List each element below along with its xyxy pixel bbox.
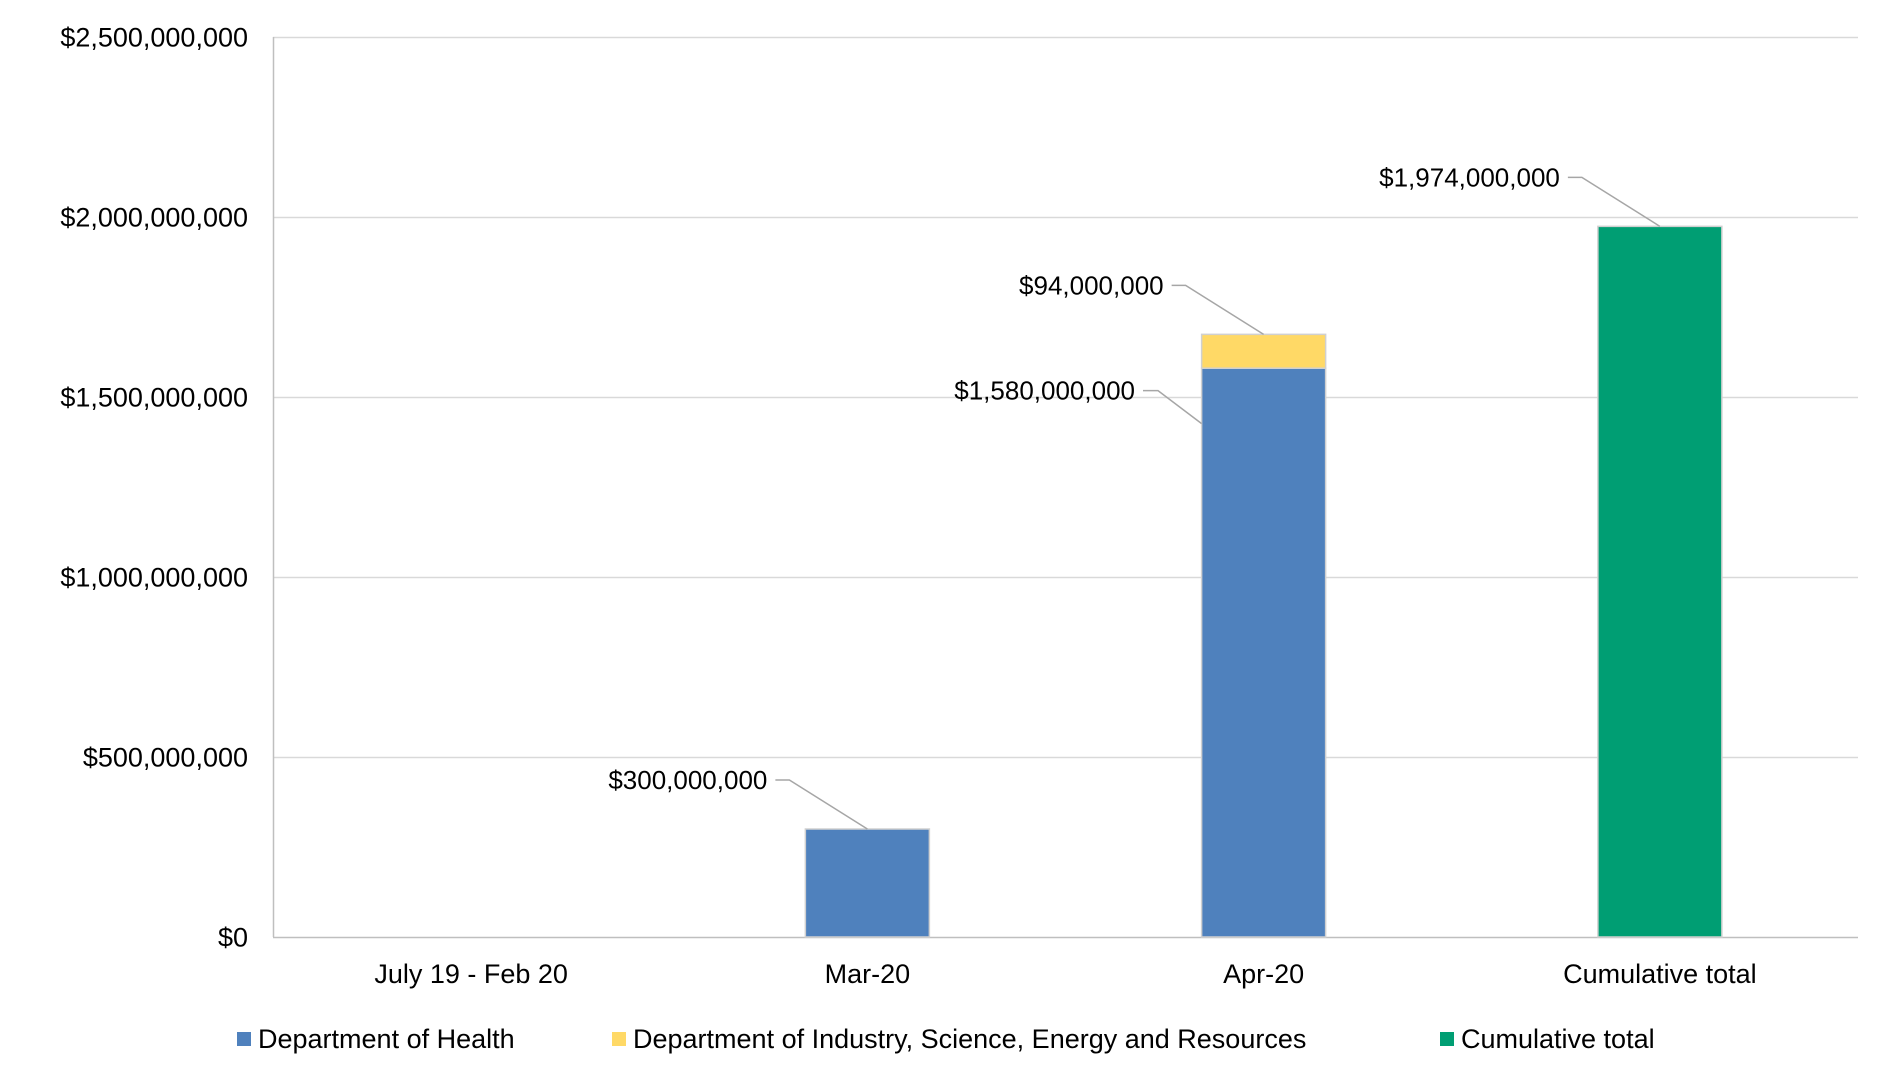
legend-label: Cumulative total — [1461, 1024, 1655, 1054]
bar-segment — [1200, 367, 1327, 938]
y-tick-label: $500,000,000 — [83, 743, 248, 773]
legend-swatch — [1440, 1032, 1454, 1046]
gridlines — [273, 36, 1858, 759]
x-tick-label: Apr-20 — [1223, 959, 1304, 989]
legend-label: Department of Health — [258, 1024, 515, 1054]
bar-segment — [1200, 333, 1327, 369]
x-tick-label: Mar-20 — [825, 959, 911, 989]
legend-swatch — [612, 1032, 626, 1046]
data-label: $300,000,000 — [608, 765, 767, 795]
y-tick-label: $1,000,000,000 — [60, 563, 248, 593]
legend: Department of Health Department of Indust… — [237, 1024, 1655, 1054]
data-label: $1,974,000,000 — [1379, 162, 1560, 192]
x-tick-label: July 19 - Feb 20 — [374, 959, 568, 989]
y-tick-label: $1,500,000,000 — [60, 383, 248, 413]
leader-line — [1567, 176, 1661, 227]
leader-line — [1171, 284, 1265, 335]
data-label: $1,580,000,000 — [954, 376, 1135, 406]
data-labels: $300,000,000 $1,580,000,000 $94,000,000 $1,… — [608, 162, 1661, 830]
bar-segment — [1597, 225, 1723, 938]
y-tick-label: $2,000,000,000 — [60, 203, 248, 233]
leader-line — [775, 779, 868, 830]
leader-line — [1143, 389, 1203, 425]
x-tick-label: Cumulative total — [1563, 959, 1757, 989]
y-tick-label: $2,500,000,000 — [60, 23, 248, 53]
legend-label: Department of Industry, Science, Energy … — [633, 1024, 1306, 1054]
axes: $0 $500,000,000 $1,000,000,000 $1,500,000,0… — [60, 23, 1858, 989]
y-tick-label: $0 — [218, 923, 248, 953]
bars — [804, 225, 1723, 938]
data-label: $94,000,000 — [1019, 270, 1164, 300]
legend-swatch — [237, 1032, 251, 1046]
bar-segment — [804, 828, 931, 938]
